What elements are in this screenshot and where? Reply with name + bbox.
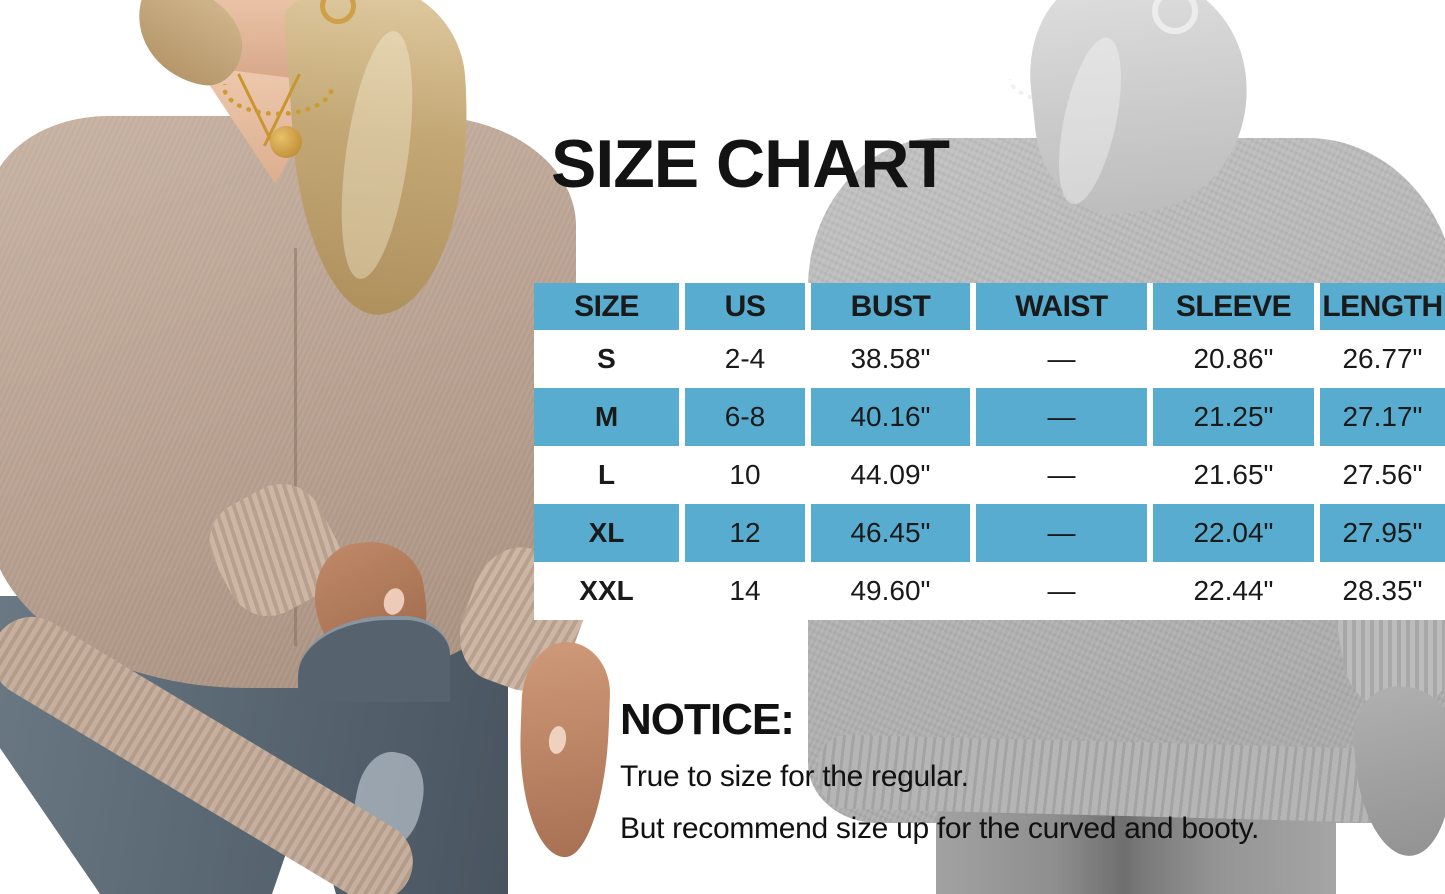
cell-l-waist: — bbox=[1047, 459, 1076, 490]
coin-pendant bbox=[270, 126, 302, 158]
page-title: SIZE CHART bbox=[551, 126, 950, 202]
cell-xxl-us: 14 bbox=[729, 575, 761, 606]
notice-heading: NOTICE: bbox=[620, 695, 795, 744]
cell-xl-sleeve: 22.04" bbox=[1153, 504, 1314, 562]
cell-s-waist: — bbox=[1047, 343, 1076, 374]
notice-line-1: True to size for the regular. bbox=[620, 760, 969, 793]
header-cell-us: US bbox=[685, 283, 805, 330]
cell-xl-waist: — bbox=[976, 504, 1147, 562]
cell-s-length: 26.77" bbox=[1342, 343, 1423, 374]
cell-l-length: 27.56" bbox=[1342, 459, 1423, 490]
hoop-earring bbox=[320, 0, 356, 24]
size-chart-table: SIZE US BUST WAIST SLEEVE LENGTH S 2-4 3… bbox=[534, 283, 1445, 620]
sweater-center-seam bbox=[294, 248, 297, 646]
cell-s-bust: 38.58" bbox=[850, 343, 931, 374]
cell-s-size: S bbox=[597, 343, 616, 374]
cell-m-sleeve: 21.25" bbox=[1153, 388, 1314, 446]
cell-m-waist: — bbox=[976, 388, 1147, 446]
cell-l-sleeve: 21.65" bbox=[1193, 459, 1274, 490]
header-cell-sleeve: SLEEVE bbox=[1153, 283, 1314, 330]
cell-m-us: 6-8 bbox=[685, 388, 805, 446]
cell-xl-bust: 46.45" bbox=[811, 504, 970, 562]
cell-xl-length: 27.95" bbox=[1320, 504, 1445, 562]
header-cell-length: LENGTH bbox=[1320, 283, 1445, 330]
cell-m-length: 27.17" bbox=[1320, 388, 1445, 446]
header-cell-bust: BUST bbox=[811, 283, 970, 330]
notice-block: NOTICE: True to size for the regular. Bu… bbox=[620, 698, 1380, 846]
cell-l-us: 10 bbox=[729, 459, 761, 490]
front-view-model-photo bbox=[0, 0, 632, 894]
cell-xxl-waist: — bbox=[1047, 575, 1076, 606]
header-cell-waist: WAIST bbox=[976, 283, 1147, 330]
notice-line-2: But recommend size up for the curved and… bbox=[620, 812, 1260, 845]
hanging-hand-shape bbox=[516, 640, 612, 859]
cell-m-bust: 40.16" bbox=[811, 388, 970, 446]
cell-l-bust: 44.09" bbox=[850, 459, 931, 490]
cell-s-sleeve: 20.86" bbox=[1193, 343, 1274, 374]
cell-xl-us: 12 bbox=[685, 504, 805, 562]
cell-s-us: 2-4 bbox=[724, 343, 766, 374]
cell-l-size: L bbox=[597, 459, 616, 490]
cell-xxl-size: XXL bbox=[579, 575, 634, 606]
hoop-earring bbox=[1152, 0, 1198, 34]
cell-xl-size: XL bbox=[534, 504, 679, 562]
cell-xxl-sleeve: 22.44" bbox=[1193, 575, 1274, 606]
header-cell-size: SIZE bbox=[534, 283, 679, 330]
cell-xxl-length: 28.35" bbox=[1342, 575, 1423, 606]
cell-xxl-bust: 49.60" bbox=[850, 575, 931, 606]
cell-m-size: M bbox=[534, 388, 679, 446]
